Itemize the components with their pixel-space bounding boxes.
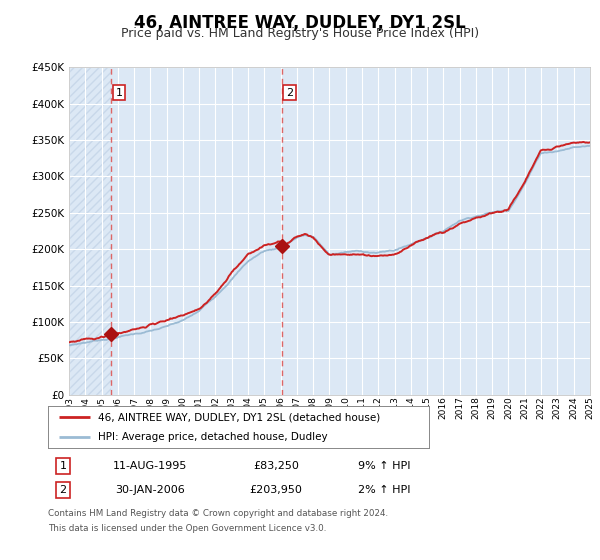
- Text: This data is licensed under the Open Government Licence v3.0.: This data is licensed under the Open Gov…: [48, 524, 326, 533]
- Text: 46, AINTREE WAY, DUDLEY, DY1 2SL (detached house): 46, AINTREE WAY, DUDLEY, DY1 2SL (detach…: [98, 412, 380, 422]
- Text: 30-JAN-2006: 30-JAN-2006: [115, 485, 185, 495]
- Text: 11-AUG-1995: 11-AUG-1995: [113, 461, 187, 471]
- Text: 9% ↑ HPI: 9% ↑ HPI: [358, 461, 410, 471]
- Text: HPI: Average price, detached house, Dudley: HPI: Average price, detached house, Dudl…: [98, 432, 327, 442]
- Text: 1: 1: [59, 461, 67, 471]
- Text: 1: 1: [116, 88, 122, 97]
- Text: 2: 2: [286, 88, 293, 97]
- Bar: [69, 67, 112, 395]
- Text: 46, AINTREE WAY, DUDLEY, DY1 2SL: 46, AINTREE WAY, DUDLEY, DY1 2SL: [134, 14, 466, 32]
- Text: Price paid vs. HM Land Registry's House Price Index (HPI): Price paid vs. HM Land Registry's House …: [121, 27, 479, 40]
- Text: 2% ↑ HPI: 2% ↑ HPI: [358, 485, 410, 495]
- Text: 2: 2: [59, 485, 67, 495]
- Text: £83,250: £83,250: [253, 461, 299, 471]
- Text: £203,950: £203,950: [250, 485, 302, 495]
- Text: Contains HM Land Registry data © Crown copyright and database right 2024.: Contains HM Land Registry data © Crown c…: [48, 509, 388, 518]
